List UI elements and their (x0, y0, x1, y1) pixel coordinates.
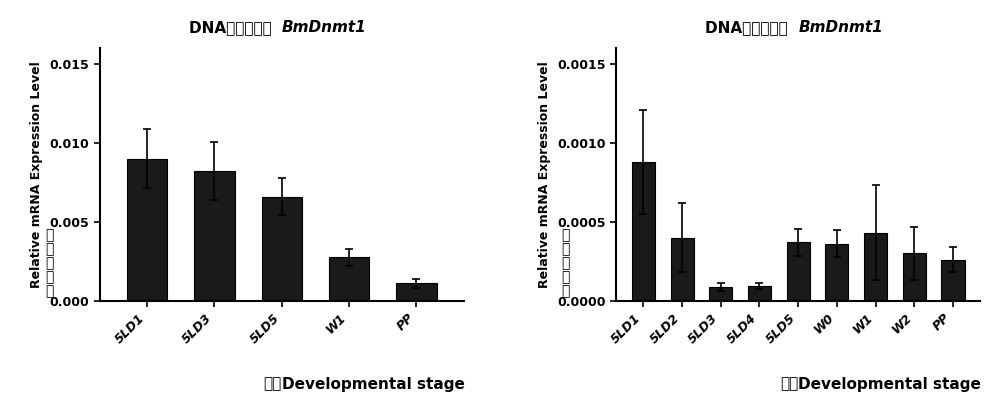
Text: 相
对
表
达
量: 相 对 表 达 量 (561, 228, 570, 298)
Text: 时期: 时期 (264, 377, 282, 391)
Bar (329, 257, 369, 301)
Text: DNA甲基转移酶: DNA甲基转移酶 (705, 20, 798, 36)
Bar (671, 237, 694, 301)
Bar (709, 288, 732, 301)
Bar (941, 260, 965, 301)
Text: DNA甲基转移酶: DNA甲基转移酶 (189, 20, 282, 36)
Y-axis label: Relative mRNA Expression Level: Relative mRNA Expression Level (538, 61, 551, 288)
Bar (396, 284, 437, 301)
Y-axis label: Relative mRNA Expression Level: Relative mRNA Expression Level (30, 61, 43, 288)
Text: 时期: 时期 (780, 377, 798, 391)
Bar (864, 233, 887, 301)
Text: BmDnmt1: BmDnmt1 (798, 20, 883, 36)
Bar (194, 171, 235, 301)
Bar (825, 244, 848, 301)
Bar (748, 286, 771, 301)
Bar (262, 196, 302, 301)
Text: 相
对
表
达
量: 相 对 表 达 量 (45, 228, 53, 298)
Bar (903, 253, 926, 301)
Text: Developmental stage: Developmental stage (798, 377, 981, 391)
Bar (787, 242, 810, 301)
Bar (127, 159, 167, 301)
Text: BmDnmt1: BmDnmt1 (282, 20, 367, 36)
Text: Developmental stage: Developmental stage (282, 377, 465, 391)
Bar (632, 162, 655, 301)
